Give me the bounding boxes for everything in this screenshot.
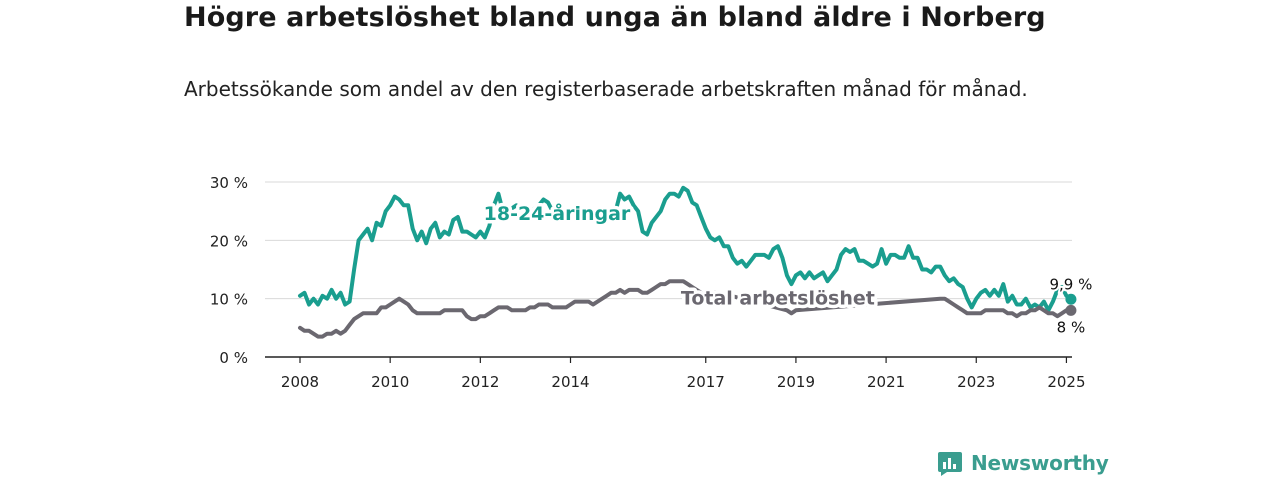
y-tick-label: 30 % [210, 174, 248, 192]
series-name-label: Total arbetslöshet [681, 288, 875, 310]
x-tick-label: 2023 [957, 373, 995, 391]
series-lines [298, 185, 1077, 339]
y-tick-label: 10 % [210, 291, 248, 309]
chart-subtitle: Arbetssökande som andel av den registerb… [184, 77, 1028, 101]
series-name-label: 18-24-åringar [484, 201, 631, 225]
chart-title: Högre arbetslöshet bland unga än bland ä… [184, 2, 1046, 33]
y-tick-label: 0 % [219, 349, 248, 367]
x-tick-label: 2017 [687, 373, 725, 391]
end-value-label: 8 % [1057, 318, 1086, 336]
end-point-marker [1065, 293, 1077, 305]
series-line-youth [298, 185, 1073, 313]
x-tick-label: 2008 [281, 373, 319, 391]
line-chart: 0 % 10 % 20 % 30 % 2008 2010 2012 2014 2017 2019… [210, 174, 1094, 391]
x-tick-label: 2021 [867, 373, 905, 391]
x-tick-label: 2010 [371, 373, 409, 391]
x-axis: 2008 2010 2012 2014 2017 2019 2021 2023 2025 [265, 356, 1086, 391]
end-point-marker [1065, 304, 1077, 316]
y-axis-ticks: 0 % 10 % 20 % 30 % [210, 174, 248, 367]
x-tick-label: 2025 [1047, 373, 1085, 391]
brand-name: Newsworthy [971, 451, 1109, 475]
y-tick-label: 20 % [210, 232, 248, 250]
newsworthy-logo: Newsworthy [937, 450, 1109, 476]
x-tick-label: 2014 [551, 373, 589, 391]
x-tick-label: 2019 [777, 373, 815, 391]
newsworthy-icon [938, 452, 962, 476]
end-value-label: 9,9 % [1049, 275, 1092, 293]
x-tick-label: 2012 [461, 373, 499, 391]
series-labels: 9,9 % 18-24-åringar 8 % Total arbetslöshet [480, 198, 1094, 339]
series-line-total [298, 279, 1073, 339]
